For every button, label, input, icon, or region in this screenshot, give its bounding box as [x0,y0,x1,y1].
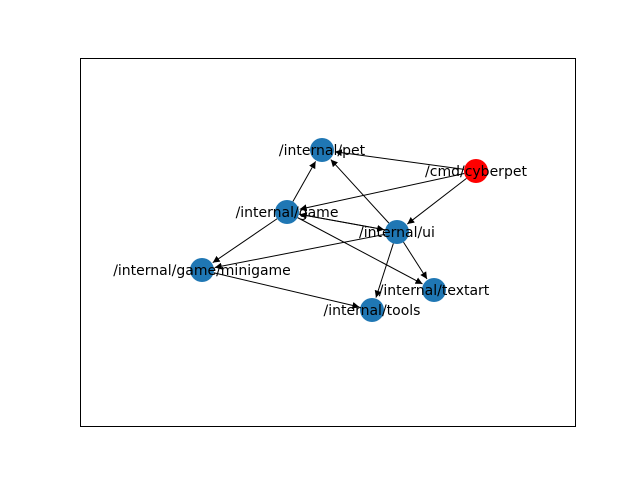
node-label-game: /internal/game [236,205,339,221]
node-minigame[interactable] [190,258,214,282]
edges-layer [212,149,467,309]
edge-ui-to-pet [330,159,390,224]
edge-cyberpet-to-pet [334,149,465,170]
edge-game-to-minigame [212,218,278,264]
edge-ui-to-tools [374,243,394,298]
edge-ui-to-textart [403,241,428,280]
edge-cyberpet-to-game [299,173,465,212]
edge-game-to-textart [297,217,423,285]
node-label-tools: /internal/tools [324,303,421,319]
edge-minigame-to-tools [213,272,360,309]
plot-frame [80,58,576,427]
node-cyberpet[interactable] [464,159,488,183]
node-game[interactable] [275,200,299,224]
node-textart[interactable] [422,278,446,302]
edge-ui-to-game [299,212,386,231]
node-label-ui: /internal/ui [359,225,435,241]
edge-cyberpet-to-ui [406,177,467,225]
node-label-textart: /internal/textart [379,283,490,299]
node-tools[interactable] [360,298,384,322]
node-label-pet: /internal/pet [279,143,366,159]
labels-layer: /internal/pet/cmd/cyberpet/internal/game… [113,143,527,319]
nodes-layer [190,138,488,322]
node-pet[interactable] [310,138,334,162]
node-ui[interactable] [385,220,409,244]
node-label-cyberpet: /cmd/cyberpet [425,164,527,180]
node-label-minigame: /internal/game/minigame [113,263,291,279]
edge-game-to-pet [292,161,317,202]
edge-ui-to-minigame [214,233,386,270]
